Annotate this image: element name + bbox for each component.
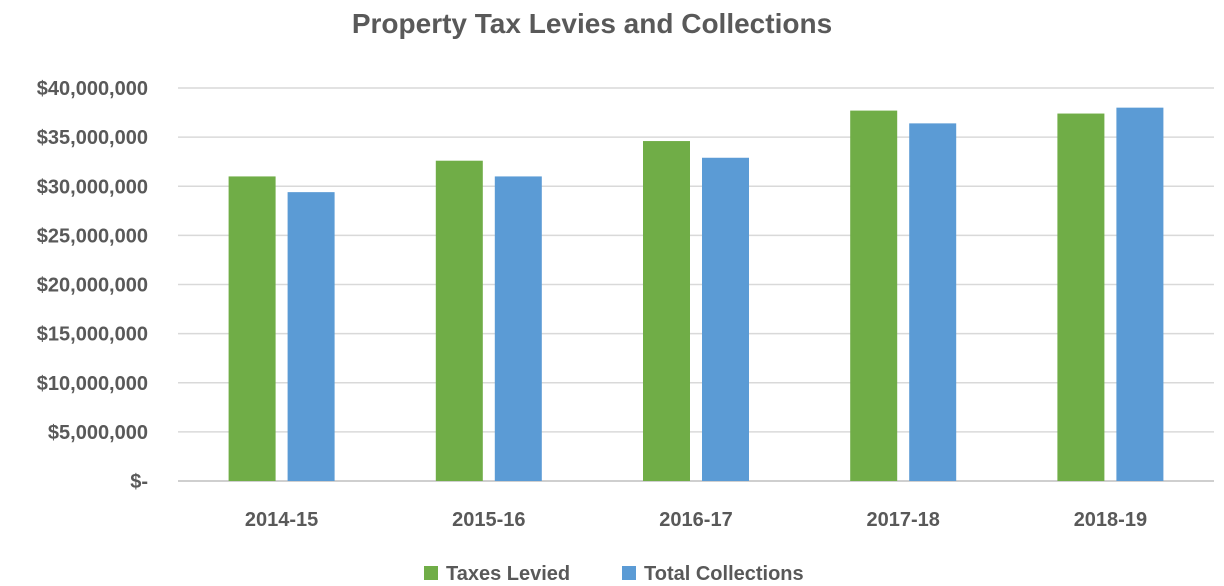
legend: Taxes Levied Total Collections bbox=[424, 563, 804, 585]
bar-total-collections bbox=[1116, 107, 1164, 482]
gridlines bbox=[178, 87, 1214, 482]
bar-total-collections bbox=[909, 123, 957, 482]
bar-taxes-levied bbox=[1057, 113, 1105, 482]
x-tick-label: 2017-18 bbox=[866, 509, 939, 531]
bar-taxes-levied bbox=[435, 160, 483, 481]
y-tick-label: $5,000,000 bbox=[48, 422, 148, 444]
bar-total-collections bbox=[494, 176, 542, 482]
bar-total-collections bbox=[287, 192, 335, 481]
y-axis-tick-labels: $- $5,000,000 $10,000,000 $15,000,000 $20,00… bbox=[37, 78, 148, 493]
y-tick-label: $- bbox=[130, 471, 148, 493]
legend-swatch bbox=[424, 566, 438, 580]
y-tick-label: $20,000,000 bbox=[37, 275, 148, 297]
bars bbox=[228, 107, 1164, 482]
y-tick-label: $40,000,000 bbox=[37, 78, 148, 100]
legend-swatch bbox=[622, 566, 636, 580]
bar-taxes-levied bbox=[643, 141, 690, 481]
bar-taxes-levied bbox=[850, 110, 898, 481]
y-tick-label: $10,000,000 bbox=[37, 373, 148, 395]
y-tick-label: $25,000,000 bbox=[37, 225, 148, 247]
x-tick-label: 2015-16 bbox=[452, 509, 525, 531]
x-tick-label: 2016-17 bbox=[659, 509, 732, 531]
x-tick-label: 2018-19 bbox=[1074, 509, 1147, 531]
x-tick-label: 2014-15 bbox=[245, 509, 318, 531]
y-tick-label: $30,000,000 bbox=[37, 176, 148, 198]
legend-label: Total Collections bbox=[644, 563, 804, 585]
y-tick-label: $15,000,000 bbox=[37, 324, 148, 346]
bar-total-collections bbox=[702, 157, 749, 481]
chart-title: Property Tax Levies and Collections bbox=[351, 8, 833, 39]
x-axis-tick-labels: 2014-15 2015-16 2016-17 2017-18 2018-19 bbox=[245, 509, 1147, 531]
y-tick-label: $35,000,000 bbox=[37, 127, 148, 149]
legend-label: Taxes Levied bbox=[446, 563, 570, 585]
bar-taxes-levied bbox=[228, 176, 276, 482]
